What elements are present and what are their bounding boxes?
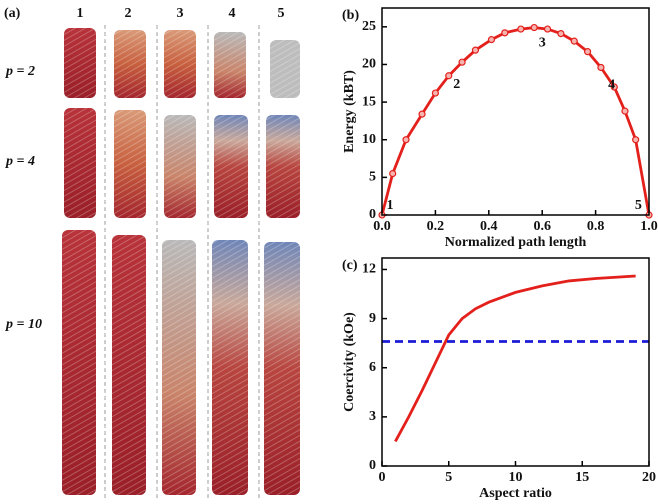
panel-label: (b): [342, 8, 359, 23]
row-label: p = 10: [5, 317, 42, 332]
x-tick-label: 1.0: [640, 219, 658, 234]
y-tick-label: 0: [369, 458, 376, 473]
x-axis-label: Normalized path length: [445, 235, 587, 250]
x-tick-label: 5: [445, 470, 452, 485]
annotation: 3: [539, 36, 546, 51]
column-label: 4: [229, 6, 236, 21]
data-point: [432, 90, 438, 96]
data-point: [622, 108, 628, 114]
data-point: [446, 73, 452, 79]
y-tick-label: 0: [369, 207, 376, 222]
annotation: 1: [387, 198, 394, 213]
x-tick-label: 15: [575, 470, 589, 485]
spin-rods: [60, 25, 305, 497]
panel-label: (c): [342, 258, 358, 273]
y-tick-label: 10: [362, 132, 376, 147]
panel-a: (a) 1 2 3 4 5 p = 2 p = 4 p = 10: [4, 6, 305, 500]
data-line: [382, 28, 649, 215]
column-label: 1: [77, 6, 84, 21]
data-point: [585, 49, 591, 55]
data-point: [518, 26, 524, 32]
plot-frame: [382, 258, 649, 466]
y-tick-label: 6: [369, 360, 376, 375]
column-label: 2: [125, 6, 132, 21]
x-tick-label: 0.6: [533, 219, 551, 234]
column-label: 3: [177, 6, 184, 21]
x-tick-label: 0.4: [480, 219, 498, 234]
x-tick-label: 0.2: [427, 219, 445, 234]
data-point: [472, 47, 478, 53]
data-point: [459, 59, 465, 65]
y-tick-label: 12: [362, 262, 376, 277]
annotation: 5: [635, 198, 642, 213]
figure: (a) 1 2 3 4 5 p = 2 p = 4 p = 10: [0, 0, 658, 504]
panel-label: (a): [4, 6, 21, 21]
data-point: [419, 111, 425, 117]
x-axis-label: Aspect ratio: [479, 486, 552, 501]
annotation: 4: [608, 78, 615, 93]
annotation: 2: [453, 77, 460, 92]
data-point: [558, 31, 564, 37]
data-point: [545, 26, 551, 32]
y-tick-label: 25: [362, 19, 376, 34]
data-point: [571, 38, 577, 44]
y-tick-label: 20: [362, 57, 376, 72]
data-point: [598, 64, 604, 70]
x-tick-label: 10: [509, 470, 523, 485]
data-point: [531, 25, 537, 31]
data-point: [488, 37, 494, 43]
x-tick-label: 0: [379, 470, 386, 485]
x-tick-label: 0.8: [587, 219, 605, 234]
row-label: p = 2: [5, 64, 35, 79]
data-point: [390, 171, 396, 177]
data-line: [395, 276, 635, 441]
y-axis-label: Coercivity (kOe): [342, 312, 357, 412]
data-point: [403, 137, 409, 143]
y-tick-label: 5: [369, 170, 376, 185]
y-tick-label: 15: [362, 94, 376, 109]
row-label: p = 4: [5, 154, 35, 169]
data-point: [633, 137, 639, 143]
data-point: [502, 30, 508, 36]
y-tick-label: 3: [369, 409, 376, 424]
column-label: 5: [278, 6, 285, 21]
y-axis-label: Energy (kBT): [342, 70, 357, 153]
y-tick-label: 9: [369, 311, 376, 326]
x-tick-label: 20: [642, 470, 656, 485]
